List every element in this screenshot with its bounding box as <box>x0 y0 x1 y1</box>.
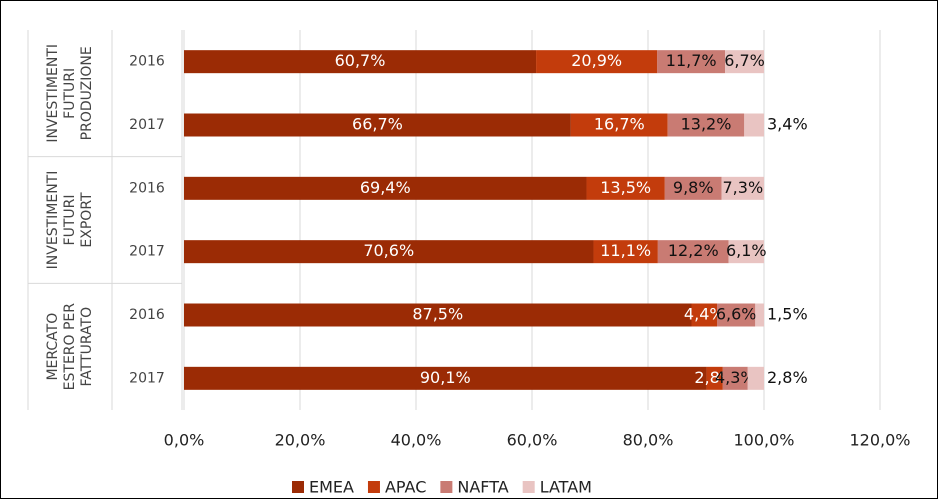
data-label: 11,1% <box>600 241 651 260</box>
x-tick-label: 100,0% <box>733 431 794 450</box>
y-tick-label: 2016 <box>129 180 165 196</box>
data-label: 2,8% <box>767 368 808 387</box>
bar-segment <box>747 366 764 390</box>
group-label-line: FATTURATO <box>79 307 95 387</box>
group-label: INVESTIMENTIFUTURIEXPORT <box>45 171 95 270</box>
data-label: 4,4% <box>684 305 725 324</box>
x-tick-label: 120,0% <box>849 431 910 450</box>
group-label-line: PRODUZIONE <box>79 46 95 140</box>
data-label: 87,5% <box>412 305 463 324</box>
bar-segment <box>184 113 571 137</box>
data-label: 11,7% <box>666 51 717 70</box>
data-label: 60,7% <box>335 51 386 70</box>
bar-segment <box>744 113 764 137</box>
y-tick-label: 2017 <box>129 370 165 386</box>
group-label-line: INVESTIMENTI <box>45 171 61 270</box>
data-label: 1,5% <box>767 305 808 324</box>
y-tick-label: 2016 <box>129 307 165 323</box>
bar-segment <box>184 366 707 390</box>
group-label-line: MERCATO <box>45 313 61 381</box>
bar-segment <box>717 303 756 327</box>
bar-segment <box>184 50 537 74</box>
legend-label: LATAM <box>540 478 592 497</box>
y-tick-label: 2017 <box>129 244 165 260</box>
data-label: 6,7% <box>724 51 765 70</box>
legend-label: EMEA <box>309 478 354 497</box>
bar-segment <box>664 176 722 200</box>
bar-segment <box>586 176 665 200</box>
bar-segment <box>728 240 764 264</box>
data-label: 9,8% <box>673 178 714 197</box>
legend-swatch <box>522 481 535 493</box>
bar-segment <box>755 303 764 327</box>
legend-label: NAFTA <box>457 478 508 497</box>
bar-segment <box>536 50 658 74</box>
data-label: 13,2% <box>681 115 732 134</box>
bar-segment <box>691 303 718 327</box>
bar-segment <box>722 366 748 390</box>
data-label: 4,3% <box>715 368 756 387</box>
data-label: 90,1% <box>420 368 471 387</box>
bar-segment <box>667 113 745 137</box>
bar-segment <box>657 240 729 264</box>
bar-segment <box>593 240 658 264</box>
bar-segment <box>721 176 764 200</box>
legend-label: APAC <box>385 478 426 497</box>
legend-swatch <box>440 481 453 493</box>
data-label: 13,5% <box>600 178 651 197</box>
group-label: INVESTIMENTIFUTURIPRODUZIONE <box>45 44 95 143</box>
legend-swatch <box>367 481 380 493</box>
data-label: 7,3% <box>723 178 764 197</box>
data-label: 6,6% <box>716 305 757 324</box>
group-label-line: FUTURI <box>62 195 78 246</box>
data-label: 3,4% <box>767 115 808 134</box>
bar-segment <box>706 366 723 390</box>
y-tick-label: 2017 <box>129 117 165 133</box>
x-tick-label: 0,0% <box>164 431 205 450</box>
legend-swatch <box>292 481 304 493</box>
data-label: 6,1% <box>726 241 767 260</box>
data-label: 70,6% <box>363 241 414 260</box>
y-tick-label: 2016 <box>129 54 165 70</box>
bar-segment <box>570 113 668 137</box>
data-label: 16,7% <box>594 115 645 134</box>
bar-segment <box>725 50 764 74</box>
bar-segment <box>184 176 587 200</box>
data-label: 20,9% <box>571 51 622 70</box>
x-tick-label: 60,0% <box>507 431 558 450</box>
data-label: 69,4% <box>360 178 411 197</box>
x-tick-label: 40,0% <box>391 431 442 450</box>
group-label-line: ESTERO PER <box>62 303 78 391</box>
bar-segment <box>184 240 594 264</box>
data-label: 66,7% <box>352 115 403 134</box>
bar-segment <box>184 303 692 327</box>
x-tick-label: 80,0% <box>623 431 674 450</box>
bar-segment <box>657 50 726 74</box>
group-label: MERCATOESTERO PERFATTURATO <box>45 303 95 391</box>
group-label-line: INVESTIMENTI <box>45 44 61 143</box>
data-label: 12,2% <box>668 241 719 260</box>
x-tick-label: 20,0% <box>275 431 326 450</box>
group-label-line: EXPORT <box>79 192 95 248</box>
group-label-line: FUTURI <box>62 68 78 119</box>
